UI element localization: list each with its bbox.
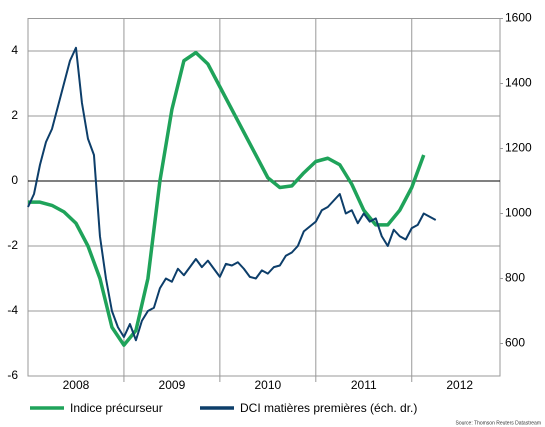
y-tick-label: -2: [7, 238, 18, 252]
y2-tick-label: 1000: [505, 206, 532, 220]
y2-tick-label: 1600: [505, 11, 532, 25]
y2-tick-label: 1400: [505, 76, 532, 90]
plot-frame: [27, 18, 501, 377]
x-tick-label: 2009: [159, 378, 186, 392]
y-tick-label: 2: [11, 108, 18, 122]
y-tick-label: -6: [7, 368, 18, 382]
y-tick-label: 0: [11, 173, 18, 187]
line-series: [27, 46, 437, 342]
y-tick-label: 4: [11, 43, 18, 57]
y2-tick-label: 600: [505, 336, 525, 350]
source-note: Source: Thomson Reuters Datastream: [455, 420, 541, 426]
legend-label: DCI matières premières (éch. dr.): [240, 401, 417, 415]
line-series: [28, 50, 426, 347]
x-tick-label: 2008: [63, 378, 90, 392]
x-tick-label: 2010: [254, 378, 281, 392]
x-tick-label: 2011: [351, 378, 377, 392]
x-tick-label: 2012: [446, 378, 473, 392]
y2-tick-label: 1200: [505, 141, 532, 155]
y2-tick-label: 800: [505, 271, 525, 285]
legend-label: Indice précurseur: [70, 401, 163, 415]
y-tick-label: -4: [7, 303, 18, 317]
